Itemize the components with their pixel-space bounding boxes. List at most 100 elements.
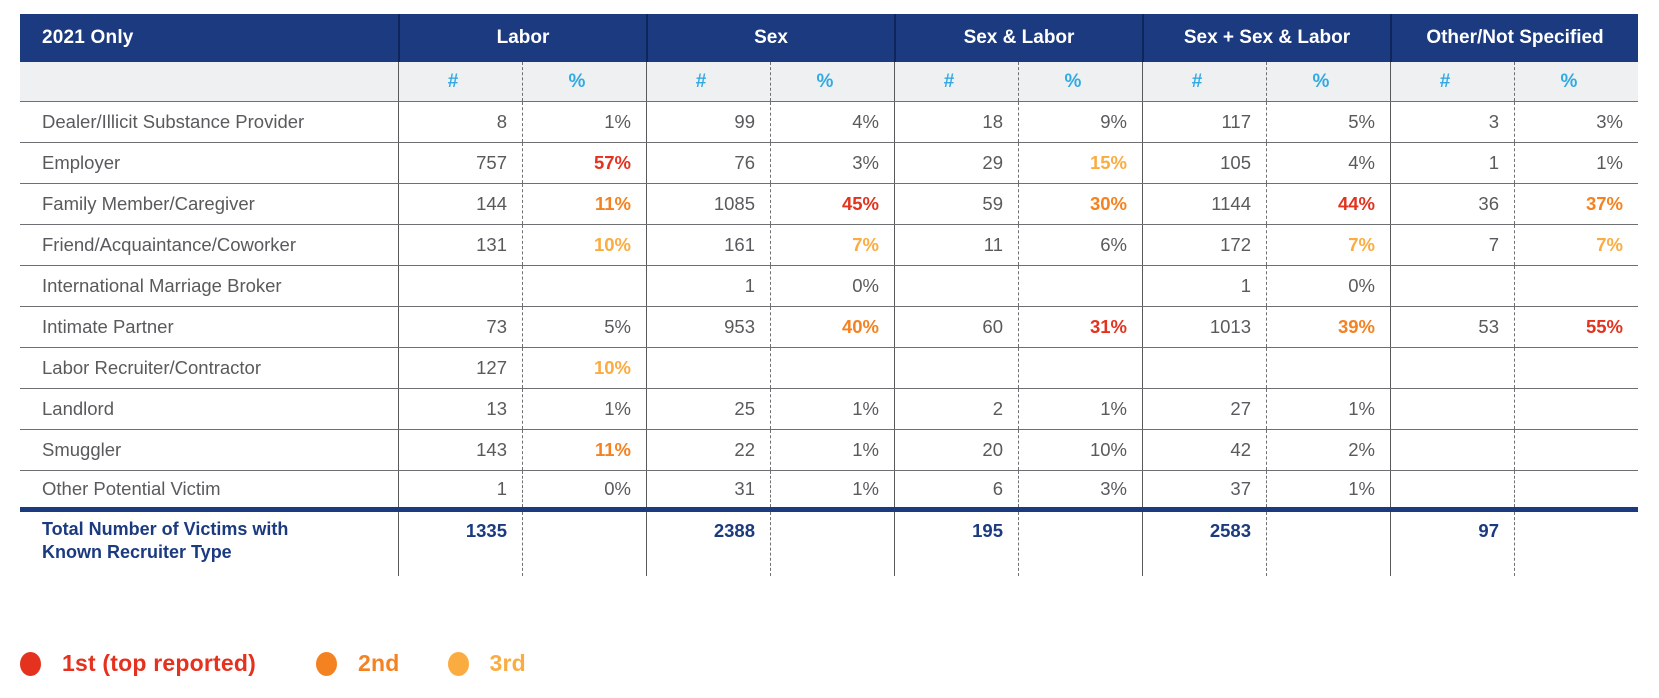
table-row: Family Member/Caregiver 144 11% 1085 45% 59 30… (20, 184, 1638, 225)
count-cell (1390, 389, 1514, 429)
total-value-cell-3: 195 (894, 512, 1018, 576)
yellow-dot-icon (447, 651, 469, 676)
count-cell: 2 (894, 389, 1018, 429)
row-label: Employer (42, 152, 121, 173)
subheader-count-cell-1: # (398, 62, 522, 101)
percent-cell-rank-3: 10% (522, 225, 646, 265)
table-row: Other Potential Victim 1 0% 31 1% 6 3% 37 1% (20, 471, 1638, 512)
recruiter-table: 2021 Only Labor Sex Sex & Labor Sex + Sex &… (20, 14, 1638, 576)
count-cell (1390, 266, 1514, 306)
count-cell: 144 (398, 184, 522, 224)
percent-cell-rank-2: 39% (1266, 307, 1390, 347)
percent-cell: 1% (770, 430, 894, 470)
count-cell: 37 (1142, 471, 1266, 507)
count-cell: 99 (646, 102, 770, 142)
table-header-row: 2021 Only Labor Sex Sex & Labor Sex + Sex &… (20, 14, 1638, 62)
count-cell: 143 (398, 430, 522, 470)
subheader-count-cell-5: # (1390, 62, 1514, 101)
percent-cell-rank-1: 57% (522, 143, 646, 183)
percent-cell-rank-1: 44% (1266, 184, 1390, 224)
count-cell: 1013 (1142, 307, 1266, 347)
percent-cell: 5% (522, 307, 646, 347)
count-cell: 76 (646, 143, 770, 183)
count-cell: 757 (398, 143, 522, 183)
count-cell (894, 348, 1018, 388)
percent-cell: 3% (1018, 471, 1142, 507)
count-cell: 105 (1142, 143, 1266, 183)
subheader-spacer-cell (20, 62, 398, 101)
count-cell: 161 (646, 225, 770, 265)
row-label: Friend/Acquaintance/Coworker (42, 234, 296, 255)
percent-cell-rank-2: 11% (522, 184, 646, 224)
count-cell (1142, 348, 1266, 388)
percent-cell (1018, 348, 1142, 388)
count-cell: 22 (646, 430, 770, 470)
subheader-percent-cell-1: % (522, 62, 646, 101)
legend-item-3rd: 3rd (447, 650, 526, 677)
percent-cell-rank-1: 55% (1514, 307, 1638, 347)
table-row: Smuggler 143 11% 22 1% 20 10% 42 2% (20, 430, 1638, 471)
count-cell (398, 266, 522, 306)
count-cell: 59 (894, 184, 1018, 224)
percent-cell: 1% (1266, 389, 1390, 429)
percent-cell-rank-2: 40% (770, 307, 894, 347)
total-value-cell-5: 97 (1390, 512, 1514, 576)
percent-cell-rank-1: 31% (1018, 307, 1142, 347)
header-group-cell-1: Labor (398, 14, 646, 62)
percent-cell: 0% (1266, 266, 1390, 306)
total-empty-percent-cell-5 (1514, 512, 1638, 576)
table-row: Friend/Acquaintance/Coworker 131 10% 161 7% 1… (20, 225, 1638, 266)
legend-label-2nd: 2nd (358, 650, 400, 676)
percent-cell-rank-3: 7% (1514, 225, 1638, 265)
count-cell: 1 (1390, 143, 1514, 183)
percent-cell: 3% (770, 143, 894, 183)
percent-cell (770, 348, 894, 388)
count-cell: 18 (894, 102, 1018, 142)
percent-cell (1514, 266, 1638, 306)
rank-legend: 1st (top reported) 2nd 3rd (20, 650, 526, 677)
percent-cell (522, 266, 646, 306)
percent-cell: 1% (770, 471, 894, 507)
total-empty-percent-cell-2 (770, 512, 894, 576)
total-value-cell-2: 2388 (646, 512, 770, 576)
percent-cell: 0% (770, 266, 894, 306)
percent-cell (1266, 348, 1390, 388)
header-group-cell-2: Sex (646, 14, 894, 62)
row-label: Family Member/Caregiver (42, 193, 255, 214)
percent-cell-rank-3: 7% (1266, 225, 1390, 265)
percent-cell: 2% (1266, 430, 1390, 470)
total-empty-percent-cell-4 (1266, 512, 1390, 576)
count-cell: 31 (646, 471, 770, 507)
legend-item-2nd: 2nd (316, 650, 400, 677)
percent-cell: 9% (1018, 102, 1142, 142)
percent-cell: 1% (522, 389, 646, 429)
percent-cell-rank-2: 11% (522, 430, 646, 470)
count-cell: 1 (1142, 266, 1266, 306)
count-cell: 1 (646, 266, 770, 306)
subheader-count-cell-3: # (894, 62, 1018, 101)
percent-cell-rank-3: 7% (770, 225, 894, 265)
percent-cell: 3% (1514, 102, 1638, 142)
row-label: Dealer/Illicit Substance Provider (42, 111, 305, 132)
percent-cell-rank-1: 45% (770, 184, 894, 224)
table-row: International Marriage Broker 1 0% 1 0% (20, 266, 1638, 307)
legend-label-1st: 1st (top reported) (62, 650, 256, 676)
percent-cell: 5% (1266, 102, 1390, 142)
legend-item-1st: 1st (top reported) (20, 650, 256, 677)
count-cell: 6 (894, 471, 1018, 507)
count-cell: 29 (894, 143, 1018, 183)
count-cell: 3 (1390, 102, 1514, 142)
count-cell (1390, 430, 1514, 470)
table-title-cell: 2021 Only (42, 27, 134, 48)
count-cell: 172 (1142, 225, 1266, 265)
percent-cell (1514, 430, 1638, 470)
count-cell (1390, 471, 1514, 507)
legend-label-3rd: 3rd (489, 650, 526, 676)
total-value-cell-1: 1335 (398, 512, 522, 576)
percent-cell: 1% (522, 102, 646, 142)
total-row-label: Total Number of Victims with Known Recru… (42, 519, 289, 563)
count-cell: 73 (398, 307, 522, 347)
row-label: Landlord (42, 398, 115, 419)
count-cell: 8 (398, 102, 522, 142)
